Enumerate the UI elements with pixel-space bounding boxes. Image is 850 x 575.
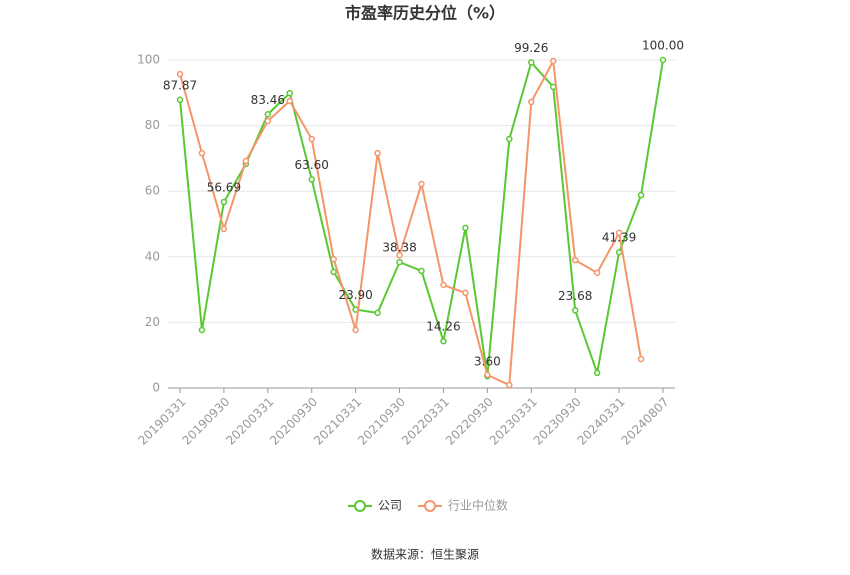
legend-marker <box>424 500 436 512</box>
point <box>571 307 579 314</box>
legend-label: 公司 <box>378 499 402 513</box>
y-tick-label: 0 <box>152 381 160 395</box>
data-label: 23.90 <box>338 288 372 302</box>
y-tick-label: 60 <box>145 184 160 198</box>
x-tick-label: 20240807 <box>619 395 672 448</box>
y-tick-label: 100 <box>137 53 160 67</box>
y-tick-label: 20 <box>145 315 160 329</box>
point <box>418 267 425 275</box>
data-label: 56.69 <box>207 181 241 195</box>
point <box>264 111 272 118</box>
point <box>176 70 184 78</box>
point <box>440 337 447 345</box>
point <box>593 369 601 377</box>
data-label: 14.26 <box>426 320 460 334</box>
point <box>374 309 381 317</box>
series-line <box>179 59 664 377</box>
point <box>528 59 535 66</box>
y-tick-label: 80 <box>145 118 160 132</box>
point <box>198 149 206 157</box>
point <box>440 281 447 289</box>
legend-marker <box>354 500 366 512</box>
point <box>484 371 491 379</box>
data-label: 83.46 <box>251 93 285 107</box>
legend-label: 行业中位数 <box>448 498 508 513</box>
point <box>220 198 228 206</box>
point <box>506 135 513 143</box>
point <box>198 326 206 334</box>
chart-title: 市盈率历史分位（%） <box>345 4 505 23</box>
data-label: 63.60 <box>295 158 329 172</box>
point <box>528 98 535 106</box>
point <box>396 258 403 266</box>
data-label: 100.00 <box>642 39 684 53</box>
data-label: 23.68 <box>558 289 592 303</box>
point <box>352 326 359 334</box>
point <box>396 251 403 259</box>
point <box>637 355 645 363</box>
point <box>264 117 272 125</box>
point <box>549 57 557 65</box>
point <box>462 289 469 297</box>
series-line <box>179 57 643 387</box>
point <box>615 248 623 256</box>
point <box>571 256 579 264</box>
data-label: 3.60 <box>474 355 501 369</box>
point <box>506 381 513 389</box>
data-label: 41.39 <box>602 231 636 245</box>
point <box>308 176 315 183</box>
point <box>462 224 469 232</box>
point <box>286 89 294 97</box>
y-tick-label: 40 <box>145 249 160 263</box>
point <box>374 149 381 157</box>
point <box>286 97 294 105</box>
point <box>242 157 250 165</box>
point <box>637 191 645 199</box>
data-label: 99.26 <box>514 41 548 55</box>
point <box>330 255 337 263</box>
point <box>220 225 228 233</box>
point <box>418 180 425 188</box>
point <box>308 135 315 143</box>
point <box>659 56 667 64</box>
point <box>615 229 623 237</box>
point <box>176 96 184 104</box>
point <box>330 268 337 276</box>
data-label: 38.38 <box>382 241 416 255</box>
source: 数据来源：恒生聚源 <box>371 547 479 562</box>
data-label: 87.87 <box>163 78 197 92</box>
point <box>593 269 601 277</box>
